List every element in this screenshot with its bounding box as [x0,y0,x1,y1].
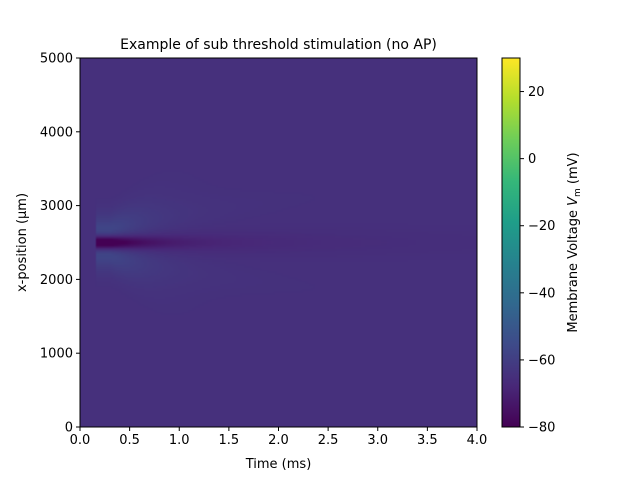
colorbar-label: Membrane Voltage Vm (mV) [566,152,583,332]
heatmap-image [80,58,477,427]
y-tick-label: 2000 [40,273,73,288]
colorbar-tick-label: −40 [528,286,555,301]
colorbar-tick-label: −60 [528,353,555,368]
x-tick-label: 2.0 [268,433,289,448]
heatmap-canvas [80,58,477,427]
x-tick-label: 2.5 [318,433,339,448]
x-tick-label: 4.0 [467,433,488,448]
y-tick-label: 5000 [40,52,73,67]
x-tick-label: 1.0 [169,433,190,448]
x-tick-label: 3.5 [417,433,438,448]
x-tick-label: 0.0 [70,433,91,448]
colorbar-tick-label: −80 [528,421,555,436]
y-tick-label: 4000 [40,125,73,140]
x-tick-label: 3.0 [367,433,388,448]
x-axis-label: Time (ms) [245,457,312,472]
x-tick-label: 1.5 [219,433,240,448]
y-tick-label: 0 [65,421,73,436]
y-axis-label: x-position (μm) [15,193,30,292]
chart-title: Example of sub threshold stimulation (no… [120,37,437,53]
y-tick-label: 1000 [40,347,73,362]
y-axis-ticks: 0 1000 2000 3000 4000 5000 [40,52,80,436]
x-axis-ticks: 0.0 0.5 1.0 1.5 2.0 2.5 3.0 3.5 4.0 [70,427,488,448]
y-tick-label: 3000 [40,199,73,214]
colorbar [501,57,521,428]
colorbar-tick-label: 20 [528,85,545,100]
colorbar-ticks: 20 0 −20 −40 −60 −80 [520,85,555,436]
x-tick-label: 0.5 [119,433,140,448]
colorbar-tick-label: 0 [528,152,536,167]
colorbar-tick-label: −20 [528,219,555,234]
